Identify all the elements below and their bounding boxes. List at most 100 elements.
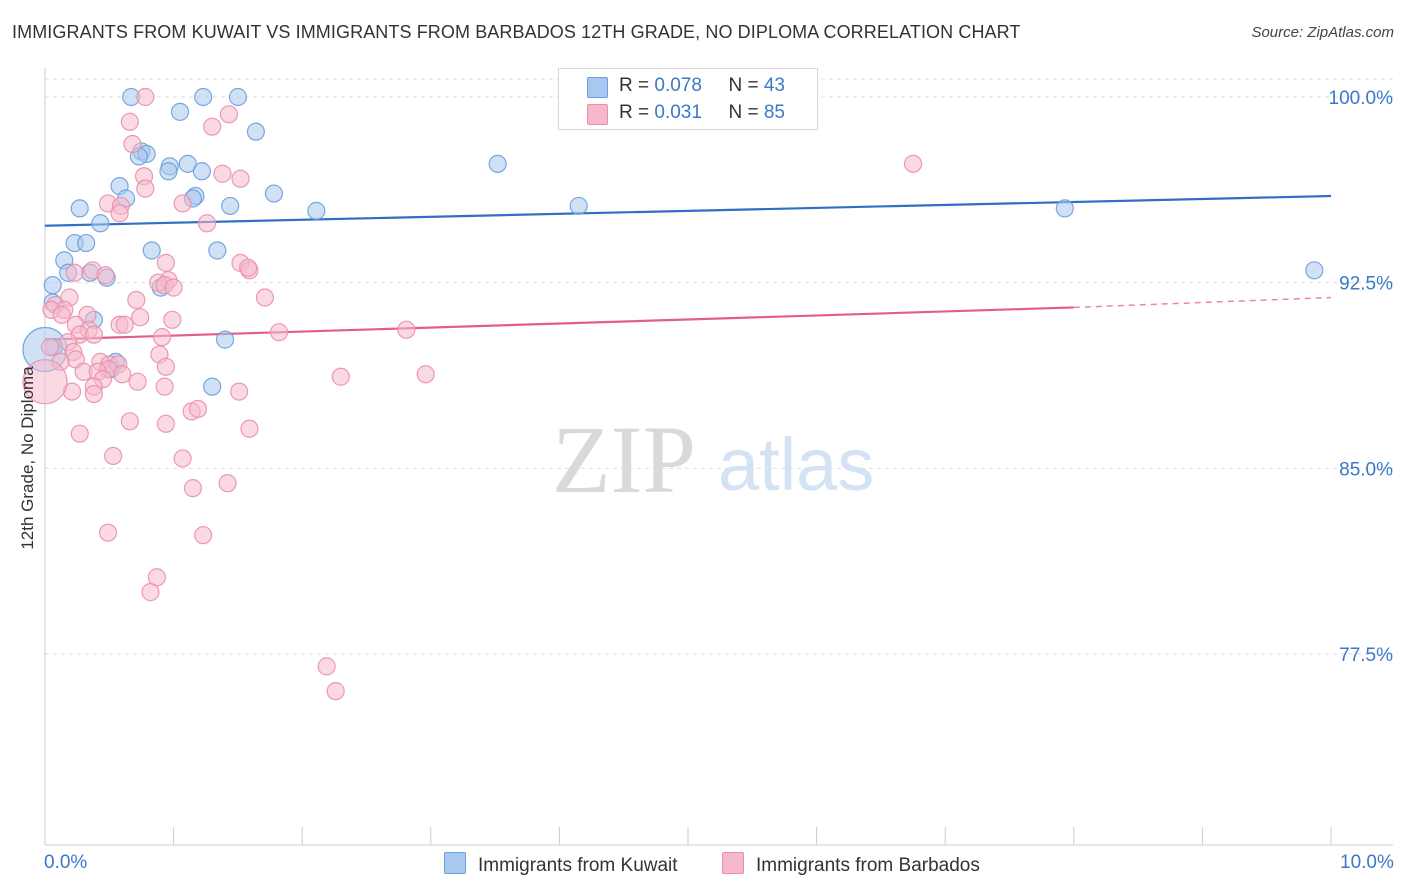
barbados-point <box>120 112 139 131</box>
y-tick-label: 77.5% <box>1339 645 1393 666</box>
bottom-kuwait-label: Immigrants from Kuwait <box>478 855 678 876</box>
kuwait-point <box>307 201 326 220</box>
barbados-point <box>231 169 250 188</box>
barbados-point <box>163 310 182 329</box>
barbados-point <box>84 384 103 404</box>
barbados-point <box>416 365 435 384</box>
barbados-point <box>128 372 147 391</box>
y-axis-title: 12th Grade, No Diploma <box>18 366 37 550</box>
barbados-point <box>331 367 350 386</box>
watermark: ZIP atlas <box>552 406 874 513</box>
barbados-n-value: 85 <box>763 102 785 123</box>
kuwait-point <box>203 377 222 396</box>
kuwait-points <box>22 87 1324 396</box>
kuwait-point <box>221 196 240 216</box>
gridlines <box>45 78 1393 655</box>
barbados-swatch <box>587 104 608 125</box>
barbados-n-label: N = <box>728 102 764 123</box>
axes <box>44 68 1393 846</box>
kuwait-point <box>194 87 213 107</box>
y-tick-label: 92.5% <box>1339 274 1393 295</box>
kuwait-n-label: N = <box>728 75 764 96</box>
barbados-trend-extension <box>1073 296 1332 309</box>
barbados-point <box>203 117 222 136</box>
barbados-point <box>903 154 923 173</box>
barbados-point <box>240 419 259 438</box>
barbados-point <box>164 278 183 297</box>
barbados-point <box>155 377 174 396</box>
barbados-point <box>110 204 129 223</box>
barbados-point <box>255 288 275 307</box>
bottom-kuwait-swatch <box>444 852 466 874</box>
barbados-point <box>65 263 84 282</box>
barbados-point <box>197 214 217 233</box>
barbados-point <box>136 87 155 107</box>
barbados-point <box>141 583 160 602</box>
barbados-point <box>218 474 237 493</box>
barbados-point <box>397 320 416 339</box>
barbados-point <box>183 479 202 498</box>
y-tick-label: 100.0% <box>1329 88 1394 109</box>
bottom-barbados-swatch <box>722 852 744 874</box>
barbados-point <box>98 523 118 542</box>
barbados-point <box>317 657 336 676</box>
kuwait-point <box>264 184 284 203</box>
x-tick-label-max: 10.0% <box>1340 852 1394 873</box>
y-tick-labels: 100.0% 92.5% 85.0% 77.5% <box>1329 88 1394 666</box>
kuwait-point <box>192 162 211 181</box>
barbados-points <box>22 87 923 701</box>
bottom-legend-kuwait: Immigrants from Kuwait <box>444 852 678 877</box>
kuwait-point <box>1305 261 1324 280</box>
barbados-point <box>41 337 60 357</box>
kuwait-point <box>142 241 161 260</box>
barbados-point <box>123 134 142 154</box>
barbados-point <box>127 290 146 310</box>
kuwait-point <box>178 154 197 173</box>
barbados-point <box>269 323 289 342</box>
barbados-point <box>326 682 345 701</box>
barbados-point <box>113 365 132 384</box>
kuwait-point <box>488 154 507 173</box>
kuwait-point <box>159 162 178 181</box>
kuwait-point <box>43 276 62 295</box>
barbados-point <box>188 399 208 419</box>
correlation-legend: R = 0.078 N = 43 R = 0.031 N = 85 <box>558 68 818 130</box>
barbados-point <box>52 305 71 324</box>
bottom-barbados-label: Immigrants from Barbados <box>756 855 980 876</box>
kuwait-swatch <box>587 77 608 98</box>
x-tick-label-min: 0.0% <box>44 852 88 873</box>
barbados-trend-line <box>44 306 1074 341</box>
kuwait-point <box>170 102 190 121</box>
kuwait-r-label: R = <box>619 75 655 96</box>
barbados-point <box>156 357 175 376</box>
barbados-point <box>131 308 150 327</box>
barbados-point <box>156 253 175 272</box>
trend-lines <box>44 194 1332 341</box>
watermark-zip: ZIP <box>552 406 696 513</box>
barbados-point <box>156 414 175 433</box>
barbados-point <box>152 328 172 347</box>
bottom-legend-barbados: Immigrants from Barbados <box>722 852 980 877</box>
kuwait-point <box>70 199 89 218</box>
barbados-point <box>120 412 139 431</box>
barbados-point <box>84 325 103 344</box>
kuwait-point <box>569 196 588 216</box>
kuwait-r-value: 0.078 <box>654 75 702 96</box>
barbados-r-value: 0.031 <box>654 102 702 123</box>
barbados-point <box>230 382 249 401</box>
kuwait-trend-line <box>44 194 1332 227</box>
barbados-point <box>194 526 213 545</box>
source-note: Source: ZipAtlas.com <box>1251 24 1394 41</box>
kuwait-point <box>228 87 247 107</box>
barbados-point <box>22 359 68 405</box>
kuwait-point <box>246 122 266 141</box>
barbados-point <box>136 179 155 198</box>
y-tick-label: 85.0% <box>1339 459 1393 480</box>
kuwait-n-value: 43 <box>763 75 785 96</box>
barbados-point <box>173 194 192 213</box>
barbados-point <box>70 424 89 443</box>
kuwait-point <box>215 330 235 349</box>
barbados-point <box>173 449 192 468</box>
watermark-atlas: atlas <box>718 423 874 506</box>
